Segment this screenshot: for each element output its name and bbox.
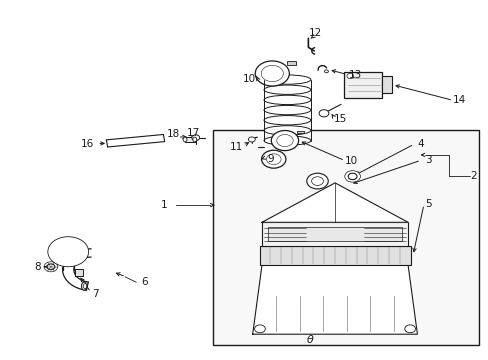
Text: 2: 2 xyxy=(469,171,476,181)
Text: 16: 16 xyxy=(81,139,94,149)
Text: θ: θ xyxy=(306,334,313,345)
Circle shape xyxy=(248,137,255,142)
Ellipse shape xyxy=(264,136,310,145)
Polygon shape xyxy=(262,183,407,222)
Bar xyxy=(212,130,478,345)
Ellipse shape xyxy=(264,116,310,125)
Text: 12: 12 xyxy=(308,28,321,38)
Circle shape xyxy=(254,325,265,333)
Text: 10: 10 xyxy=(345,156,358,166)
Text: 3: 3 xyxy=(425,155,431,165)
Circle shape xyxy=(47,264,55,270)
Bar xyxy=(382,76,391,93)
Text: 7: 7 xyxy=(92,289,99,299)
Bar xyxy=(286,61,295,64)
Bar xyxy=(259,246,410,265)
Circle shape xyxy=(311,177,323,185)
Ellipse shape xyxy=(183,137,186,142)
Circle shape xyxy=(261,65,283,82)
Ellipse shape xyxy=(62,251,74,256)
Circle shape xyxy=(346,73,353,78)
Text: 8: 8 xyxy=(34,262,41,272)
Text: 17: 17 xyxy=(186,129,200,138)
Text: 4: 4 xyxy=(417,139,424,149)
Circle shape xyxy=(191,135,199,140)
Text: 6: 6 xyxy=(141,277,147,287)
Ellipse shape xyxy=(81,282,86,290)
Text: 5: 5 xyxy=(425,199,431,210)
Circle shape xyxy=(404,325,415,333)
Text: 14: 14 xyxy=(451,95,465,105)
Bar xyxy=(344,72,382,98)
Text: 13: 13 xyxy=(348,70,361,80)
Ellipse shape xyxy=(264,126,310,135)
Bar xyxy=(75,269,82,276)
Circle shape xyxy=(261,150,285,168)
Text: 18: 18 xyxy=(167,130,180,139)
Polygon shape xyxy=(252,265,417,334)
Circle shape xyxy=(276,135,293,147)
Bar xyxy=(267,226,402,241)
Text: 1: 1 xyxy=(161,200,167,210)
Ellipse shape xyxy=(83,284,86,289)
Circle shape xyxy=(306,173,327,189)
Circle shape xyxy=(271,131,298,150)
Ellipse shape xyxy=(264,75,310,84)
Circle shape xyxy=(324,70,328,73)
Circle shape xyxy=(266,154,281,165)
Bar xyxy=(262,222,407,246)
Circle shape xyxy=(44,262,58,272)
Circle shape xyxy=(319,110,328,117)
Bar xyxy=(297,131,304,134)
Ellipse shape xyxy=(264,85,310,94)
Ellipse shape xyxy=(264,105,310,115)
Circle shape xyxy=(48,237,88,267)
Ellipse shape xyxy=(192,137,196,142)
Bar xyxy=(184,137,194,141)
Text: 10: 10 xyxy=(243,74,255,84)
Ellipse shape xyxy=(264,95,310,104)
Text: 11: 11 xyxy=(229,141,243,152)
Text: 15: 15 xyxy=(333,114,346,124)
Text: 9: 9 xyxy=(266,154,273,164)
Circle shape xyxy=(255,61,289,86)
Circle shape xyxy=(344,171,360,182)
Circle shape xyxy=(347,173,356,180)
